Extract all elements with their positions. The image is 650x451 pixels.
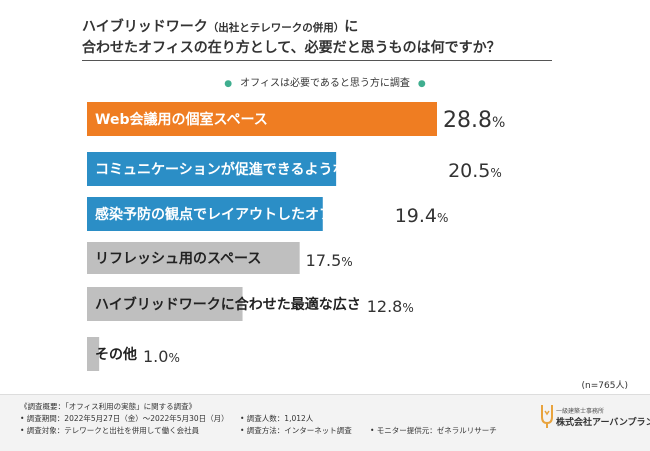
bar-label-6: その他: [95, 346, 137, 363]
bar-label-4: リフレッシュ用のスペース: [95, 251, 261, 267]
survey-period: • 調査期間：2022年5月27日（金）〜2022年5月30日（月）: [20, 414, 229, 423]
value-label-5: 12.8%: [367, 297, 414, 316]
title-paren: （出社とテレワークの併用）: [207, 22, 345, 34]
bar-label-1: Web会議用の個室スペース: [95, 111, 268, 128]
title-end: に: [344, 19, 359, 35]
bar-1: [87, 102, 437, 136]
value-label-1: 28.8%: [443, 108, 505, 133]
bullet-dot-icon: ●: [224, 79, 233, 89]
bar-5: [87, 287, 243, 321]
bar-3: [87, 197, 323, 231]
bar-2: [87, 152, 337, 186]
title-divider: [82, 60, 552, 61]
value-label-6: 1.0%: [143, 347, 180, 366]
bar-label-5: ハイブリッドワークに合わせた最適な広さ: [95, 296, 361, 313]
survey-count: • 調査人数：1,012人: [240, 414, 314, 423]
question-title: ハイブリッドワーク（出社とテレワークの併用）に 合わせたオフィスの在り方として、…: [82, 17, 602, 58]
survey-target: • 調査対象：テレワークと出社を併用して働く会社員: [20, 426, 200, 435]
bar-chart: Web会議用の個室スペース 28.8% コミュニケーションが促進できるようなフリース…: [87, 102, 505, 371]
value-label-3: 19.4%: [395, 205, 449, 227]
logo-company-name: 株式会社アーバンプラン: [556, 418, 650, 428]
bar-4: [87, 242, 300, 274]
bar-6: [87, 337, 100, 371]
bar-label-3: 感染予防の観点でレイアウトしたオフィス空間: [95, 206, 389, 223]
bar-label-2: コミュニケーションが促進できるようなフリースペース: [95, 161, 442, 178]
sample-size: (n=765人): [581, 381, 628, 391]
title-line2: 合わせたオフィスの在り方として、必要だと思うものは何ですか？: [82, 40, 501, 56]
survey-footer: 《調査概要：「オフィス利用の実態」に関する調査》 • 調査期間：2022年5月2…: [0, 394, 650, 451]
subtitle: ● オフィスは必要であると思う方に調査 ●: [200, 74, 450, 89]
logo-subtext: 一級建築士事務所: [556, 408, 605, 415]
survey-method: • 調査方法：インターネット調査: [240, 426, 352, 435]
survey-monitor: • モニター提供元：ゼネラルリサーチ: [370, 426, 497, 435]
company-logo-icon: [541, 405, 553, 428]
bullet-dot-icon: ●: [417, 79, 426, 89]
value-label-2: 20.5%: [448, 160, 502, 182]
subtitle-text: オフィスは必要であると思う方に調査: [240, 78, 410, 89]
survey-heading: 《調査概要：「オフィス利用の実態」に関する調査》: [20, 402, 197, 411]
value-label-4: 17.5%: [306, 251, 353, 270]
title-main: ハイブリッドワーク: [82, 19, 208, 35]
